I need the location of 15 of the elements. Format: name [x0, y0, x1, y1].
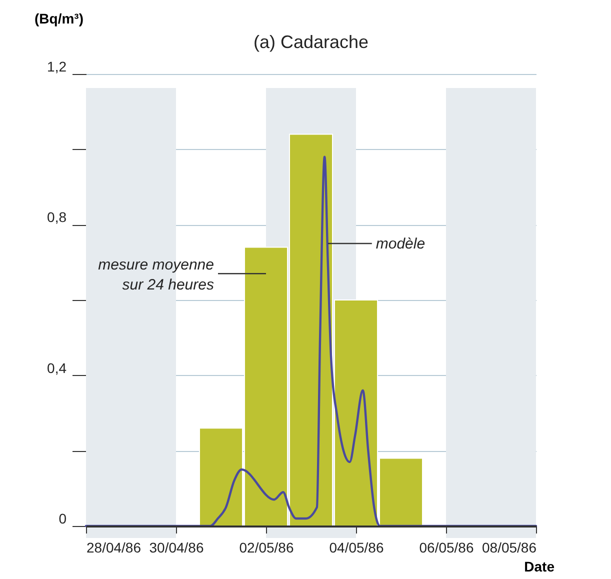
x-tick-label: 30/04/86 [149, 540, 204, 556]
annotation: modèle [376, 236, 426, 252]
y-tick-label: 0,8 [47, 209, 67, 226]
y-tick-label: 0 [58, 510, 67, 526]
x-tick-label: 28/04/86 [86, 540, 142, 556]
chart-title: (a) Cadarache [253, 32, 369, 52]
x-tick-label: 06/05/86 [419, 540, 474, 556]
x-tick-label: 04/05/86 [329, 540, 384, 556]
x-tick-label: 08/05/86 [482, 540, 537, 556]
x-axis-title: Date [524, 558, 555, 574]
y-tick-label: 1,2 [47, 58, 67, 74]
y-tick-label: 0,4 [47, 360, 67, 376]
x-tick-label: 02/05/86 [239, 540, 294, 556]
y-axis-title: (Bq/m³) [34, 10, 84, 26]
annotation: mesure moyenne sur 24 heures [98, 256, 214, 294]
